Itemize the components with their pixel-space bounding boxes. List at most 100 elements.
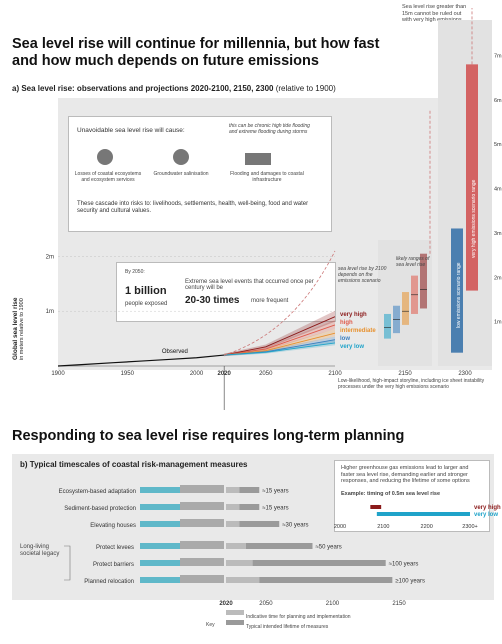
main-title-1: Sea level rise will continue for millenn… <box>12 36 380 69</box>
panel-a-title-suffix: (relative to 1900) <box>275 84 336 93</box>
y-tick-label: 2m <box>46 254 54 260</box>
planning-bar <box>226 521 240 527</box>
x-label-2150: 2150 <box>398 371 412 377</box>
projection-band-very-high <box>224 310 335 357</box>
top-note: Sea level rise greater than 15m cannot b… <box>402 4 467 23</box>
legend-very-high: very high <box>340 312 367 318</box>
measure-label: Elevating houses <box>90 523 136 529</box>
lifetime-label: ≥100 years <box>395 579 425 585</box>
legend-high: high <box>340 320 353 326</box>
y-tick-label-2300: 7m <box>494 53 502 59</box>
lifetime-bar <box>239 504 260 510</box>
legacy-bracket <box>64 545 71 581</box>
low-likelihood-line <box>224 250 336 356</box>
key-item-planning: Indicative time for planning and impleme… <box>246 614 351 620</box>
water-strip <box>140 487 180 493</box>
groundwater-icon <box>173 149 189 165</box>
water-strip <box>140 560 180 566</box>
inset-box: Higher greenhouse gas emissions lead to … <box>334 460 490 532</box>
y-tick-label-2300: 5m <box>494 142 502 148</box>
planning-bar <box>226 543 246 549</box>
ranges-note: likely ranges of sea level rise <box>396 256 430 268</box>
water-strip <box>140 521 180 527</box>
legend-low: low <box>340 336 350 342</box>
x-tick-label-b: 2020 <box>219 601 233 607</box>
x-tick-label: 2100 <box>328 371 342 377</box>
unavoidable-item-2: Groundwater salinisation <box>153 171 209 177</box>
lifetime-label: ≈30 years <box>282 523 308 529</box>
series-line-very-low <box>224 342 336 356</box>
planning-bar <box>226 560 253 566</box>
lifetime-bar <box>259 577 393 583</box>
panel-b-title: b) Typical timescales of coastal risk-ma… <box>20 460 248 469</box>
lifetime-label: ≈15 years <box>262 506 288 512</box>
flood-icon <box>245 153 271 165</box>
x-tick-label: 2050 <box>259 371 273 377</box>
land-strip <box>180 575 224 583</box>
times-value: 20-30 times <box>185 295 240 306</box>
water-strip <box>140 543 180 549</box>
x-tick-label: 1950 <box>121 371 135 377</box>
inset-bar-very-high <box>370 505 382 509</box>
land-strip <box>180 502 224 510</box>
x-tick-label-b: 2150 <box>392 601 406 607</box>
panel-2300-bg <box>438 20 492 366</box>
planning-bar <box>226 504 240 510</box>
low-likelihood-note: Low-likelihood, high-impact storyline, i… <box>338 378 485 390</box>
people-label: people exposed <box>125 301 168 307</box>
inset-x-tick: 2000 <box>334 524 346 530</box>
series-line-very-high <box>224 316 336 356</box>
unavoidable-item-3: Flooding and damages to coastal infrastr… <box>230 171 304 183</box>
key-planning-bar <box>226 610 244 615</box>
measure-label: Ecosystem-based adaptation <box>59 489 136 495</box>
lifetime-bar <box>252 560 386 566</box>
range-2150-very-low <box>384 313 391 339</box>
ecosystem-icon <box>97 149 113 165</box>
inset-legend-very-low: very low <box>474 512 498 518</box>
legend-very-low: very low <box>340 344 364 350</box>
water-strip <box>140 504 180 510</box>
range-2150-very-high <box>420 253 427 309</box>
projection-note: sea level rise by 2100 depends on the em… <box>338 266 387 284</box>
lifetime-bar <box>245 543 313 549</box>
inset-text: Higher greenhouse gas emissions lead to … <box>341 465 470 484</box>
chronic-note: this can be chronic high tide flooding a… <box>229 123 310 135</box>
bar-2300-low <box>451 228 463 353</box>
y-tick-label-2300: 3m <box>494 231 502 237</box>
lifetime-bar <box>239 521 280 527</box>
right-bar-label-low: low emissions scenario range <box>456 262 462 328</box>
series-line-Observed <box>57 354 225 367</box>
lifetime-bar <box>239 487 260 493</box>
x-tick-label-b: 2100 <box>326 601 340 607</box>
measure-label: Protect barriers <box>93 562 134 568</box>
series-line-high <box>224 324 336 356</box>
water-strip <box>140 577 180 583</box>
unavoidable-box: Unavoidable sea level rise will cause: t… <box>68 116 332 232</box>
times-label: more frequent <box>251 298 289 304</box>
key-lifetime-bar <box>226 620 244 625</box>
panel-a-title-text: a) Sea level rise: observations and proj… <box>12 84 274 93</box>
bar-2300-very-high <box>466 64 478 291</box>
x-tick-label: 1900 <box>51 371 65 377</box>
main-title-2: Responding to sea level rise requires lo… <box>12 428 405 444</box>
land-strip <box>180 485 224 493</box>
inset-example-title: Example: timing of 0.5m sea level rise <box>341 491 441 497</box>
cascade-text: These cascade into risks to: livelihoods… <box>77 201 309 214</box>
key-item-lifetime: Typical intended lifetime of measures <box>246 624 329 630</box>
land-strip <box>180 519 224 527</box>
y-tick-label-2300: 6m <box>494 98 502 104</box>
measure-label: Planned relocation <box>84 579 134 585</box>
key-label: Key <box>206 622 215 628</box>
x-tick-label: 2000 <box>190 371 204 377</box>
land-strip <box>180 558 224 566</box>
measure-label: Sediment-based protection <box>64 506 136 512</box>
by-2050-label: By 2050: <box>125 269 145 275</box>
right-bar-label-vhigh: very high emissions scenario range <box>471 179 477 258</box>
lifetime-label: ≈50 years <box>316 545 342 551</box>
y-tick-label-2300: 2m <box>494 275 502 281</box>
inset-x-tick: 2300+ <box>462 524 477 530</box>
planning-bar <box>226 577 260 583</box>
legend-intermediate: intermediate <box>340 328 376 334</box>
